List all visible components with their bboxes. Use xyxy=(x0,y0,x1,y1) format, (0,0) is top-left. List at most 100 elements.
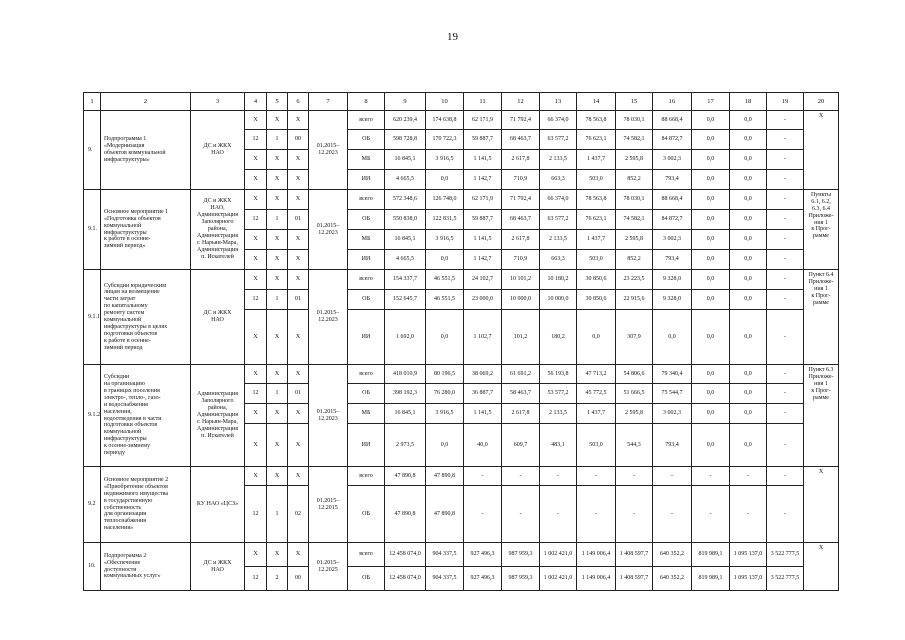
funding-value: - xyxy=(691,485,730,543)
funding-value: 24 102,7 xyxy=(463,269,502,290)
column-number-9: 9 xyxy=(384,92,426,111)
item-number: 9.1. xyxy=(83,189,101,270)
funding-value: 0,0 xyxy=(691,229,730,250)
funding-source: ИИ xyxy=(347,309,385,365)
funding-source: ИИ xyxy=(347,169,385,190)
funding-value: 2 973,5 xyxy=(384,423,426,467)
funding-value: 0,0 xyxy=(729,149,767,170)
budget-code: Х xyxy=(244,309,267,365)
funding-value: - xyxy=(766,189,804,210)
funding-value: 63 577,2 xyxy=(539,209,577,230)
budget-code: Х xyxy=(244,149,267,170)
funding-value: 2 133,5 xyxy=(539,149,577,170)
column-number-14: 14 xyxy=(576,92,616,111)
funding-value: 154 337,7 xyxy=(384,269,426,290)
funding-value: 927 496,3 xyxy=(463,542,502,567)
funding-value: 47 890,8 xyxy=(425,485,464,543)
budget-code: 1 xyxy=(266,209,288,230)
item-name: Субсидии на организацию в границах посел… xyxy=(100,364,191,467)
funding-value: - xyxy=(766,110,804,130)
funding-value: 74 582,1 xyxy=(615,209,653,230)
funding-value: 793,4 xyxy=(652,169,692,190)
funding-value: - xyxy=(766,149,804,170)
item-name: Подпрограмма 1 «Модернизация объектов ко… xyxy=(100,110,191,190)
funding-value: 1 141,5 xyxy=(463,229,502,250)
budget-code: 12 xyxy=(244,129,267,150)
funding-value: 16 845,1 xyxy=(384,403,426,424)
funding-source: МБ xyxy=(347,403,385,424)
table-row: Х Х Х МБ 16 845,1 3 916,5 1 141,5 2 617,8 2 133,… xyxy=(84,149,839,170)
funding-value: 2 595,8 xyxy=(615,229,653,250)
funding-value: 62 171,9 xyxy=(463,110,502,130)
funding-value: - xyxy=(652,466,692,486)
funding-value: 84 872,7 xyxy=(652,129,692,150)
table-row: 12 1 00 ОБ 598 728,8 170 722,3 59 887,7 68 463,… xyxy=(84,129,839,150)
budget-code: Х xyxy=(244,189,267,210)
column-number-row: 1 2 3 4 5 6 7 8 9 10 11 12 13 14 15 16 17 18 19 20 xyxy=(83,92,839,111)
funding-value: 10 000,0 xyxy=(539,289,577,310)
funding-source: ИИ xyxy=(347,423,385,467)
table-row: Х Х Х ИИ 2 973,5 0,0 40,0 609,7 483,1 503,0 544,3 7… xyxy=(84,423,839,467)
funding-value: 503,0 xyxy=(576,423,616,467)
funding-value: 0,0 xyxy=(691,403,730,424)
funding-value: 9 328,0 xyxy=(652,269,692,290)
funding-value: 76 623,1 xyxy=(576,209,616,230)
table-row: 10. Подпрограмма 2 «Обеспечение доступнос… xyxy=(83,542,839,591)
funding-value: 852,2 xyxy=(615,169,653,190)
item-number: 9.1.2. xyxy=(83,364,101,467)
funding-value: 663,3 xyxy=(539,169,577,190)
funding-value: 0,0 xyxy=(691,209,730,230)
program-finance-table: 1 2 3 4 5 6 7 8 9 10 11 12 13 14 15 16 17 18 19 20 9. Подпро… xyxy=(83,92,839,591)
budget-code: Х xyxy=(287,364,309,384)
budget-code: Х xyxy=(287,229,309,250)
column-number-16: 16 xyxy=(652,92,692,111)
column-number-5: 5 xyxy=(266,92,288,111)
funding-value: 78 030,1 xyxy=(615,189,653,210)
item-number: 9.2 xyxy=(83,466,101,543)
budget-code: 1 xyxy=(266,485,288,543)
budget-code: Х xyxy=(266,423,288,467)
funding-value: 609,7 xyxy=(501,423,540,467)
funding-source: МБ xyxy=(347,149,385,170)
funding-value: 793,4 xyxy=(652,423,692,467)
budget-code: Х xyxy=(266,149,288,170)
column-number-6: 6 xyxy=(287,92,309,111)
funding-value: 1 142,7 xyxy=(463,249,502,270)
funding-value: 483,1 xyxy=(539,423,577,467)
funding-value: 0,0 xyxy=(729,403,767,424)
item-number: 9.1.1. xyxy=(83,269,101,365)
funding-value: 47 713,2 xyxy=(576,364,616,384)
budget-code: Х xyxy=(244,110,267,130)
table-row: 12 2 00 ОБ 12 458 074,0 904 337,5 927 496,3 987… xyxy=(84,566,839,591)
funding-value: 12 458 074,0 xyxy=(384,566,426,591)
budget-code: Х xyxy=(244,403,267,424)
funding-value: 0,0 xyxy=(729,189,767,210)
funding-value: - xyxy=(766,466,804,486)
funding-source: ОБ xyxy=(347,485,385,543)
budget-code: Х xyxy=(266,269,288,290)
funding-source: всего xyxy=(347,466,385,486)
budget-code: Х xyxy=(266,189,288,210)
funding-value: 418 010,9 xyxy=(384,364,426,384)
column-number-18: 18 xyxy=(729,92,767,111)
funding-value: 0,0 xyxy=(425,169,464,190)
funding-value: 126 748,0 xyxy=(425,189,464,210)
budget-code: Х xyxy=(244,542,267,567)
funding-value: 0,0 xyxy=(691,383,730,404)
funding-value: 904 337,5 xyxy=(425,566,464,591)
funding-value: - xyxy=(539,466,577,486)
funding-value: - xyxy=(766,169,804,190)
funding-value: 84 872,7 xyxy=(652,209,692,230)
table-row: 9. Подпрограмма 1 «Модернизация объектов … xyxy=(83,110,839,190)
funding-value: 45 772,5 xyxy=(576,383,616,404)
responsible-executor: Администрация Заполярного района, Админи… xyxy=(190,364,245,467)
funding-value: - xyxy=(766,364,804,384)
note: Х xyxy=(803,466,839,543)
item-name: Основное мероприятие 1 «Подготовка объек… xyxy=(100,189,191,270)
funding-value: 16 845,1 xyxy=(384,149,426,170)
funding-value: 47 890,8 xyxy=(384,466,426,486)
budget-code: 01 xyxy=(287,383,309,404)
note: Пункт 6.4 Приложе- ния 1 к Прог- рамме xyxy=(803,269,839,365)
funding-value: 0,0 xyxy=(576,309,616,365)
funding-value: 71 792,4 xyxy=(501,189,540,210)
